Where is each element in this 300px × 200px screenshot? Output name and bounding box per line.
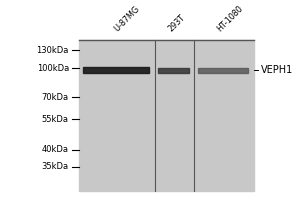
Text: 35kDa: 35kDa — [42, 162, 69, 171]
Bar — [198, 68, 248, 73]
Text: 293T: 293T — [167, 13, 187, 33]
Text: 70kDa: 70kDa — [42, 93, 69, 102]
Text: VEPH1: VEPH1 — [261, 65, 293, 75]
Bar — [79, 40, 254, 191]
Text: 55kDa: 55kDa — [42, 115, 69, 124]
Bar — [83, 67, 149, 73]
Text: U-87MG: U-87MG — [112, 4, 141, 33]
Bar — [158, 68, 189, 73]
Text: 100kDa: 100kDa — [37, 64, 69, 73]
Text: 40kDa: 40kDa — [42, 145, 69, 154]
Text: 130kDa: 130kDa — [37, 46, 69, 55]
Text: HT-1080: HT-1080 — [215, 4, 245, 33]
